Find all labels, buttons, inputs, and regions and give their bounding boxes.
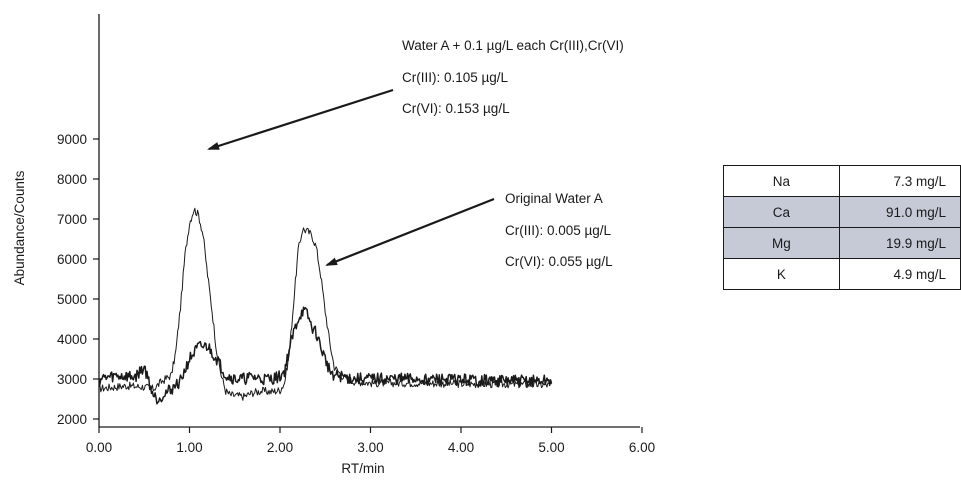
y-tick-label: 6000 (57, 252, 87, 267)
water-composition-table: Na 7.3 mg/L Ca 91.0 mg/L Mg 19.9 mg/L K 4.9 mg/… (723, 165, 961, 290)
element-name-cell: Na (723, 165, 840, 197)
annotation-spiked-cr6: Cr(VI): 0.153 µg/L (402, 101, 510, 116)
annotation-original: Original Water A Cr(III): 0.005 µg/L Cr(… (325, 191, 613, 269)
y-tick-label: 2000 (57, 412, 87, 427)
x-axis-ticks: 0.00 1.00 2.00 3.00 4.00 5.00 6.00 (86, 427, 655, 455)
annotation-original-title: Original Water A (505, 191, 603, 206)
x-tick-label: 0.00 (86, 440, 112, 455)
element-name-cell: Ca (723, 196, 840, 228)
y-axis-label: Abundance/Counts (12, 170, 27, 285)
x-tick-label: 4.00 (448, 440, 474, 455)
y-axis-ticks: 2000 3000 4000 5000 6000 7000 8000 9000 (57, 132, 99, 427)
x-tick-label: 3.00 (357, 440, 383, 455)
element-value-cell: 4.9 mg/L (838, 258, 961, 290)
x-tick-label: 1.00 (176, 440, 202, 455)
annotation-spiked: Water A + 0.1 µg/L each Cr(III),Cr(VI) C… (207, 38, 624, 151)
element-name-cell: K (723, 258, 840, 290)
x-tick-label: 6.00 (629, 440, 655, 455)
series-original-line (98, 306, 553, 405)
annotation-original-cr3: Cr(III): 0.005 µg/L (505, 223, 612, 238)
element-value-cell: 7.3 mg/L (838, 165, 961, 197)
y-tick-label: 5000 (57, 292, 87, 307)
annotation-spiked-title: Water A + 0.1 µg/L each Cr(III),Cr(VI) (402, 38, 624, 53)
y-tick-label: 3000 (57, 372, 87, 387)
y-tick-label: 8000 (57, 172, 87, 187)
annotation-original-cr6: Cr(VI): 0.055 µg/L (505, 254, 613, 269)
table-row: K 4.9 mg/L (723, 258, 961, 290)
element-value-cell: 91.0 mg/L (838, 196, 961, 228)
table-row: Na 7.3 mg/L (723, 165, 961, 197)
element-name-cell: Mg (723, 227, 840, 259)
series-spiked-line (98, 207, 552, 401)
y-tick-label: 4000 (57, 332, 87, 347)
x-axis-label: RT/min (341, 461, 384, 476)
table-row: Mg 19.9 mg/L (723, 227, 961, 259)
annotation-spiked-cr3: Cr(III): 0.105 µg/L (402, 70, 509, 85)
y-tick-label: 7000 (57, 212, 87, 227)
x-tick-label: 2.00 (267, 440, 293, 455)
y-tick-label: 9000 (57, 132, 87, 147)
element-value-cell: 19.9 mg/L (838, 227, 961, 259)
arrow-spiked (207, 88, 394, 151)
arrow-original (325, 197, 495, 267)
x-tick-label: 5.00 (538, 440, 564, 455)
table-row: Ca 91.0 mg/L (723, 196, 961, 228)
series-layer (98, 207, 553, 405)
